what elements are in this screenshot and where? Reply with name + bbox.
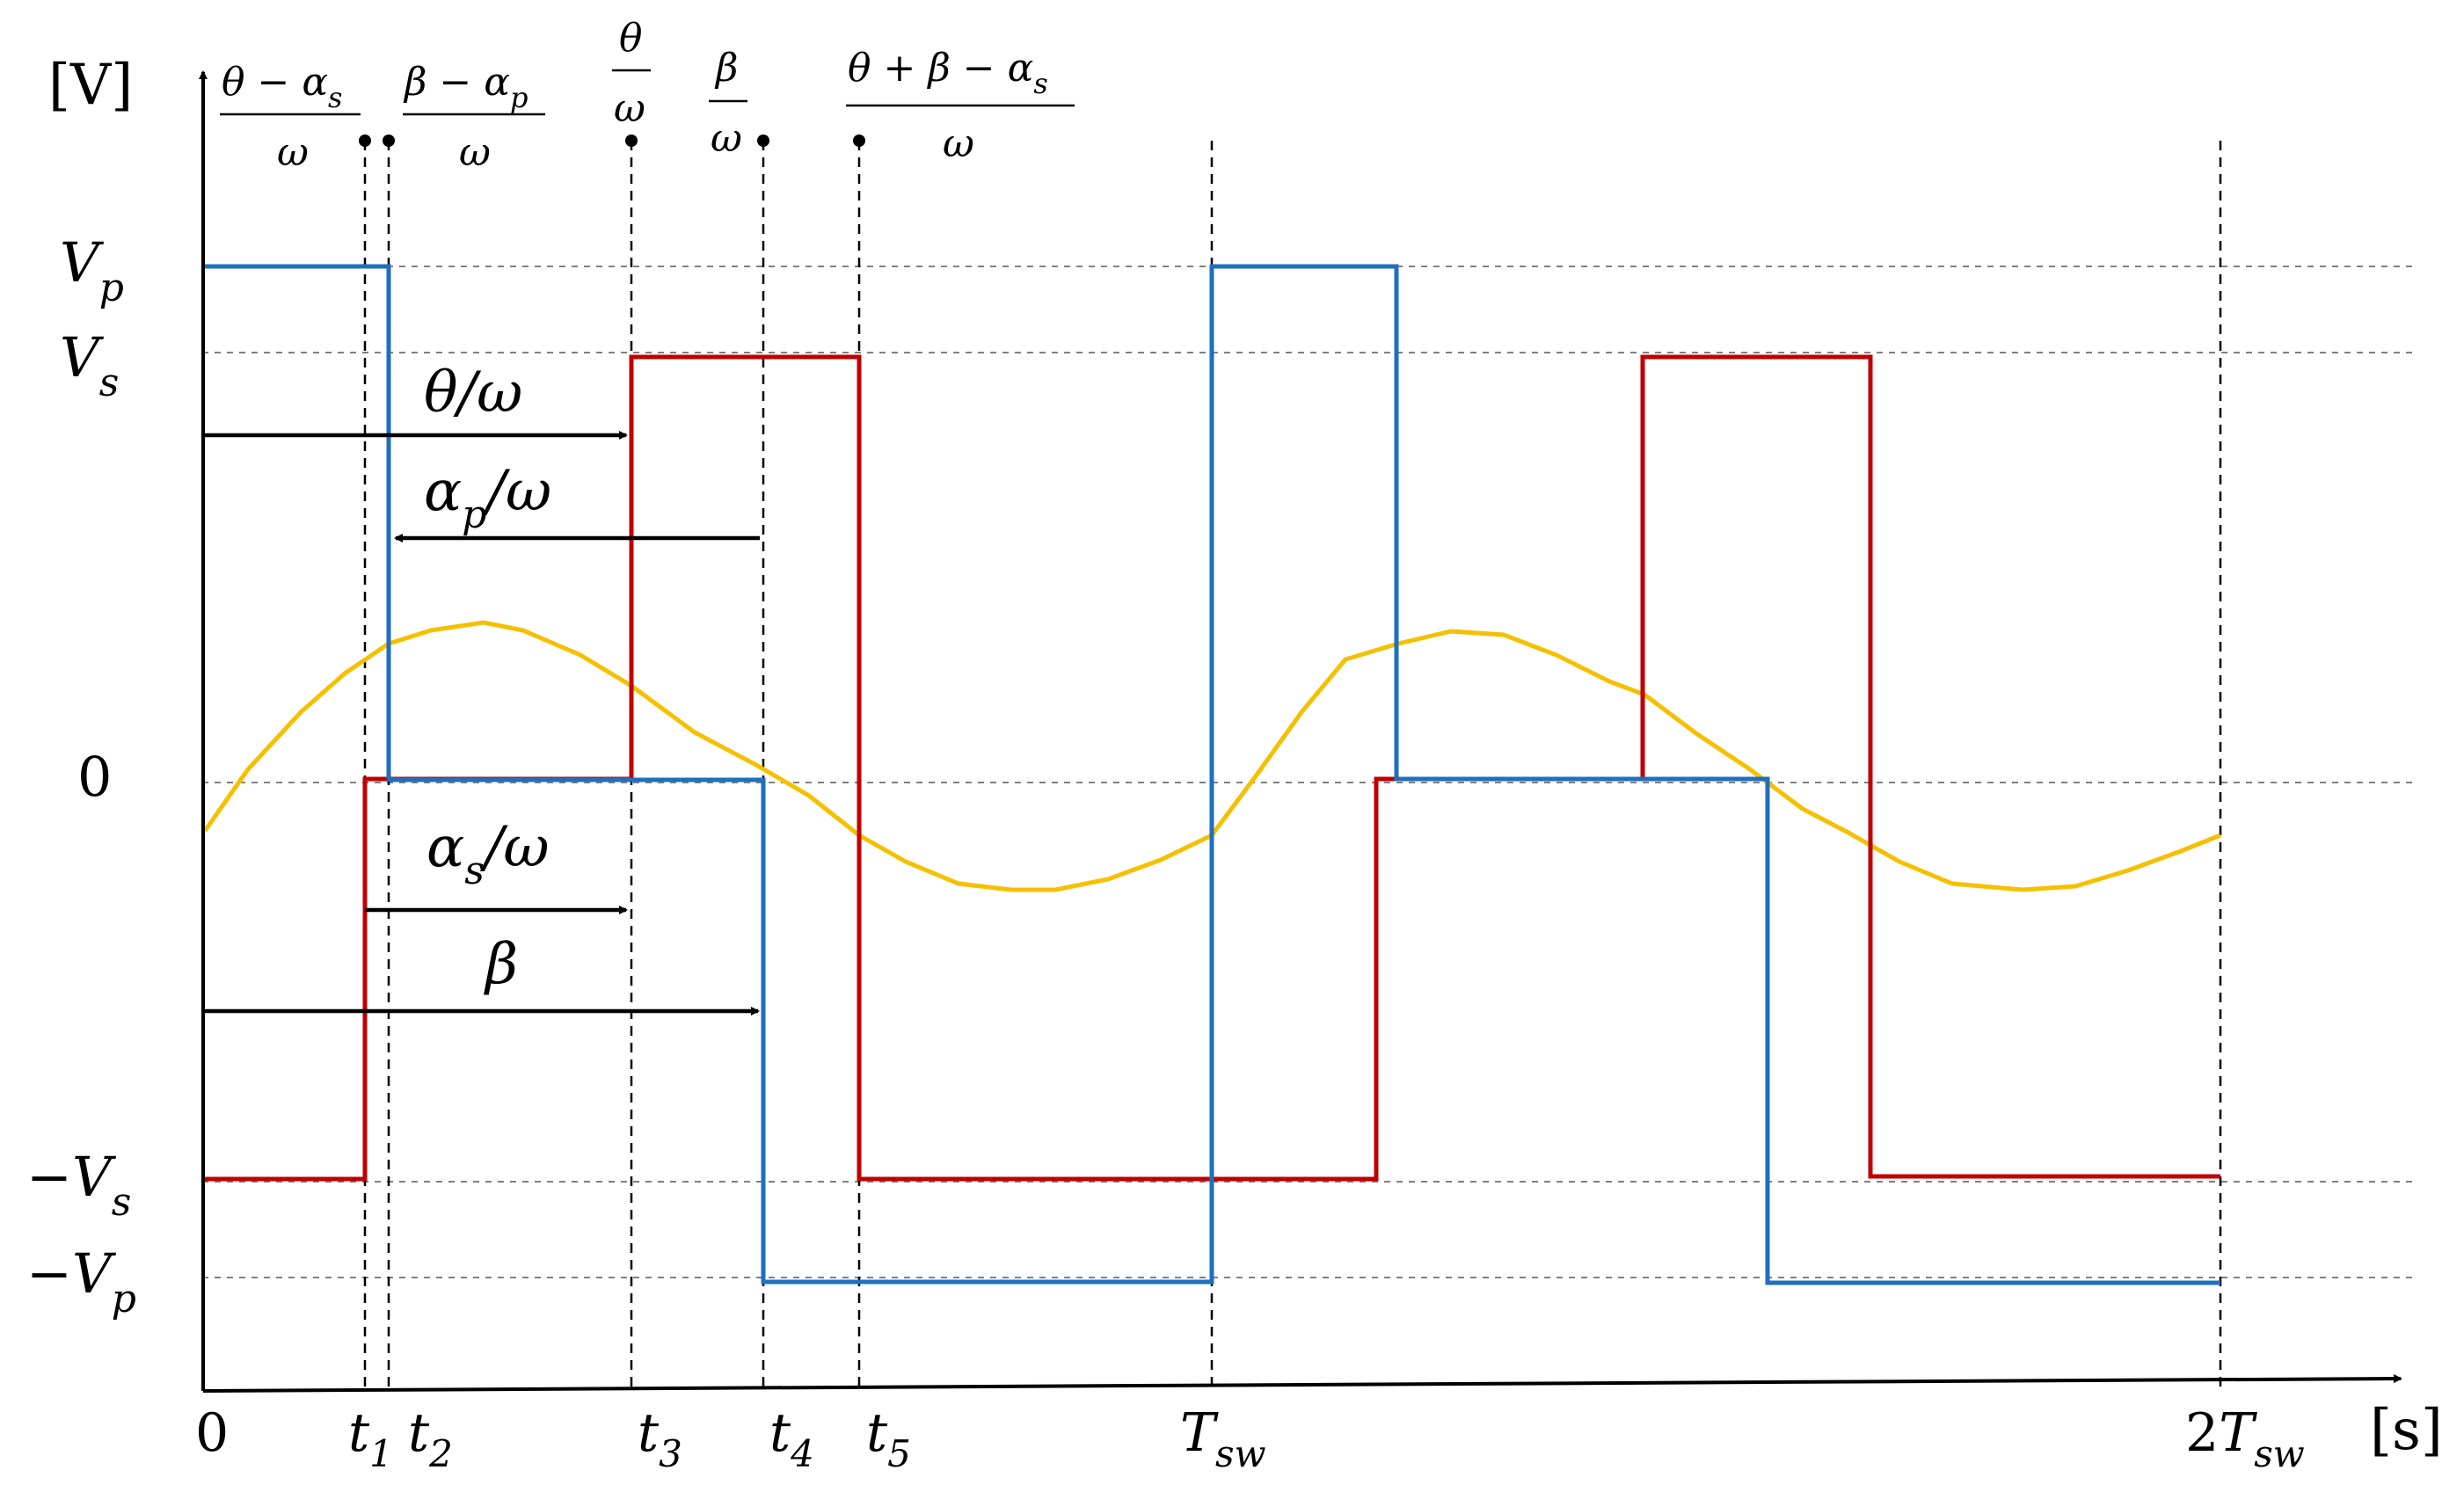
xtick-t4: t4 — [769, 1402, 814, 1475]
dot-t1 — [359, 135, 371, 147]
annotation-arrows — [203, 431, 760, 1015]
svg-text:θ − αs: θ − αs — [222, 60, 342, 114]
x-unit-label: [s] — [2370, 1398, 2443, 1463]
frac3-numerator: θ — [619, 16, 643, 61]
ylabel-vp: Vp — [60, 230, 124, 310]
axes — [199, 70, 2402, 1393]
svg-text:θ + β − αs: θ + β − αs — [848, 46, 1048, 100]
xtick-t3: t3 — [638, 1402, 682, 1475]
horizontal-grid — [202, 266, 2418, 1278]
xtick-2tsw: 2Tsw — [2185, 1402, 2305, 1475]
frac4-denominator: ω — [711, 116, 742, 161]
guide-dots — [359, 135, 865, 147]
frac1-numerator: θ − α — [222, 60, 328, 105]
ylabel-neg-vs: −Vs — [26, 1145, 131, 1225]
dot-t2 — [383, 135, 395, 147]
primary-voltage-waveform — [205, 264, 2220, 1285]
frac3-denominator: ω — [614, 86, 645, 131]
fraction-theta-plus-beta-minus-alpha-s: θ + β − αs ω — [846, 46, 1075, 166]
xtick-t5: t5 — [866, 1402, 911, 1475]
fraction-theta-minus-alpha-s: θ − αs ω — [220, 60, 361, 175]
fraction-beta: β ω — [709, 46, 747, 161]
frac2-numerator: β − α — [403, 60, 510, 105]
label-theta-over-omega: θ/ω — [424, 360, 522, 426]
xtick-t1: t1 — [348, 1402, 393, 1475]
frac2-denominator: ω — [459, 130, 491, 175]
label-beta: β — [484, 932, 518, 997]
frac1-denominator: ω — [277, 130, 309, 175]
ylabel-neg-vp: −Vp — [26, 1241, 136, 1321]
xtick-t2: t2 — [408, 1402, 453, 1475]
fraction-beta-minus-alpha-p: β − αp ω — [403, 60, 545, 175]
frac4-numerator: β — [714, 46, 738, 91]
xtick-zero: 0 — [195, 1402, 229, 1464]
ylabel-zero: 0 — [77, 745, 112, 809]
svg-text:β − αp: β − αp — [403, 60, 528, 114]
frac5-denominator: ω — [943, 121, 974, 166]
y-unit-label: [V] — [48, 53, 133, 118]
label-alpha-p-over-omega: αp/ω — [424, 459, 551, 537]
label-alpha-s-over-omega: αs/ω — [426, 815, 550, 893]
fraction-theta: θ ω — [612, 16, 651, 131]
xtick-tsw: Tsw — [1180, 1402, 1266, 1475]
ylabel-vs: Vs — [60, 325, 119, 405]
frac5-numerator: θ + β − α — [848, 46, 1033, 91]
vertical-guides — [363, 141, 2222, 1389]
dot-t4 — [757, 135, 769, 147]
x-axis — [202, 1374, 2402, 1393]
dot-t5 — [853, 135, 865, 147]
dot-t3 — [625, 135, 638, 147]
